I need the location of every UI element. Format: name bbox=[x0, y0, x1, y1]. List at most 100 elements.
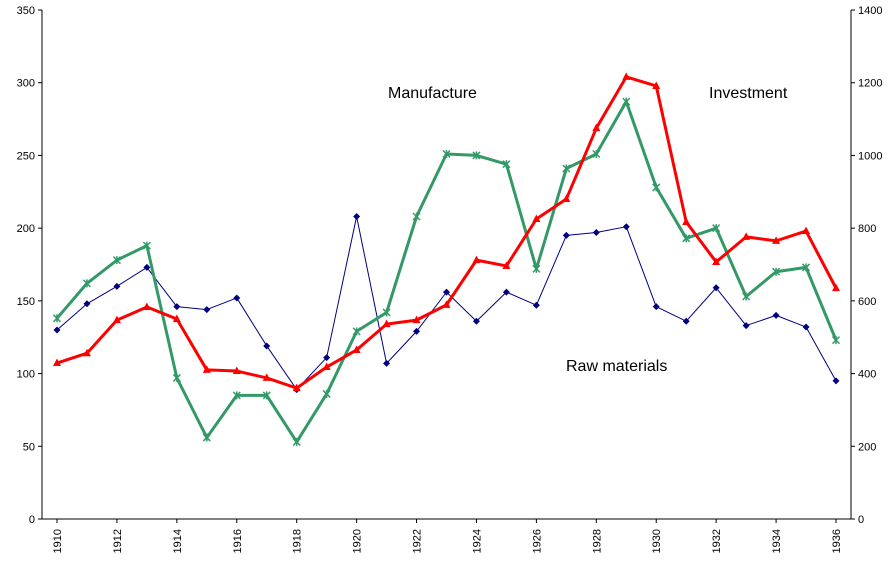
point bbox=[262, 373, 271, 381]
point bbox=[682, 217, 691, 225]
x-tick-label: 1922 bbox=[412, 529, 424, 553]
point bbox=[172, 373, 181, 382]
point bbox=[202, 433, 211, 442]
x-tick-label: 1928 bbox=[591, 529, 603, 553]
x-tick-label: 1926 bbox=[531, 529, 543, 553]
point bbox=[53, 326, 61, 334]
point bbox=[802, 226, 811, 235]
point bbox=[262, 391, 271, 400]
point bbox=[82, 348, 91, 357]
point bbox=[442, 149, 451, 159]
point bbox=[232, 391, 241, 400]
point bbox=[772, 267, 781, 276]
point bbox=[682, 317, 690, 325]
y2-tick-label: 1000 bbox=[858, 150, 882, 162]
point bbox=[742, 292, 751, 301]
point bbox=[443, 288, 450, 296]
y2-tick-label: 600 bbox=[858, 296, 876, 308]
point bbox=[83, 300, 91, 308]
y2-tick-label: 200 bbox=[858, 441, 876, 453]
point bbox=[772, 311, 780, 319]
point bbox=[652, 303, 660, 311]
series-label: Raw materials bbox=[566, 358, 667, 375]
point bbox=[652, 81, 661, 89]
point bbox=[233, 294, 241, 302]
point bbox=[353, 213, 361, 221]
point bbox=[802, 263, 811, 272]
y-tick-label: 200 bbox=[17, 223, 35, 235]
x-tick-label: 1914 bbox=[172, 529, 184, 553]
point bbox=[682, 234, 691, 243]
point bbox=[472, 255, 481, 264]
y2-tick-label: 800 bbox=[858, 223, 876, 235]
point bbox=[143, 263, 151, 271]
point bbox=[622, 223, 630, 231]
point bbox=[622, 72, 631, 80]
point bbox=[113, 282, 121, 290]
point bbox=[82, 279, 91, 288]
point bbox=[442, 300, 451, 308]
point bbox=[263, 342, 271, 350]
point bbox=[352, 345, 361, 353]
point bbox=[383, 359, 391, 367]
point bbox=[802, 323, 810, 331]
x-tick-label: 1932 bbox=[711, 529, 723, 553]
y2-tick-label: 1400 bbox=[858, 5, 882, 17]
point bbox=[712, 284, 720, 292]
x-tick-label: 1924 bbox=[471, 529, 483, 553]
y-tick-label: 0 bbox=[29, 514, 35, 526]
point bbox=[562, 231, 570, 239]
point bbox=[532, 301, 540, 309]
x-tick-label: 1934 bbox=[771, 529, 783, 553]
y-tick-label: 300 bbox=[17, 78, 35, 90]
point bbox=[112, 315, 121, 324]
point bbox=[712, 224, 721, 233]
series-label: Manufacture bbox=[388, 85, 477, 102]
series-label: Investment bbox=[709, 85, 788, 102]
point bbox=[322, 389, 331, 398]
point bbox=[352, 327, 361, 336]
point bbox=[382, 308, 391, 317]
point bbox=[532, 214, 541, 223]
x-tick-label: 1918 bbox=[292, 529, 304, 553]
point bbox=[52, 314, 62, 323]
point bbox=[502, 261, 511, 269]
point bbox=[292, 437, 301, 446]
point bbox=[472, 317, 480, 325]
point bbox=[742, 322, 750, 330]
point bbox=[112, 256, 121, 265]
point bbox=[592, 229, 600, 237]
y-tick-label: 100 bbox=[17, 369, 35, 381]
point bbox=[322, 362, 331, 371]
point bbox=[323, 354, 331, 362]
point bbox=[592, 149, 601, 159]
x-tick-label: 1936 bbox=[831, 529, 843, 553]
point bbox=[173, 303, 181, 311]
point bbox=[562, 164, 571, 173]
point bbox=[232, 366, 241, 375]
x-tick-label: 1910 bbox=[52, 529, 64, 553]
point bbox=[562, 194, 571, 203]
point bbox=[502, 160, 511, 169]
point bbox=[652, 183, 661, 192]
point bbox=[382, 319, 391, 328]
point bbox=[592, 123, 601, 132]
point bbox=[172, 314, 181, 323]
point bbox=[742, 232, 751, 240]
point bbox=[832, 283, 840, 292]
point bbox=[472, 151, 481, 160]
point bbox=[203, 306, 211, 314]
x-tick-label: 1916 bbox=[232, 529, 244, 553]
point bbox=[142, 241, 151, 250]
y-tick-label: 150 bbox=[17, 296, 35, 308]
point bbox=[712, 257, 721, 265]
point bbox=[142, 302, 151, 311]
y-tick-label: 50 bbox=[23, 441, 35, 453]
point bbox=[622, 97, 631, 106]
x-tick-label: 1930 bbox=[651, 529, 663, 553]
x-tick-label: 1912 bbox=[112, 529, 124, 553]
point bbox=[412, 315, 421, 324]
point bbox=[412, 212, 421, 221]
y-tick-label: 250 bbox=[17, 150, 35, 162]
